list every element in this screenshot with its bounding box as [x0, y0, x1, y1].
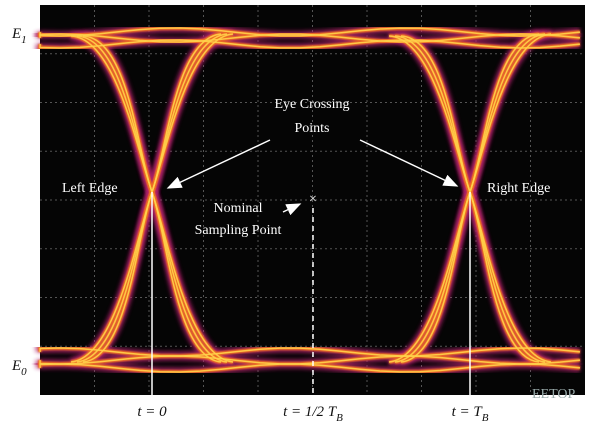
annotation: Left Edge: [62, 181, 118, 196]
time-text: t = T: [452, 404, 484, 420]
level-label: E0: [11, 358, 27, 378]
trace-core: [39, 363, 581, 373]
time-label: t = TB: [452, 404, 489, 424]
trace-core: [39, 347, 581, 357]
annotation: Right Edge: [487, 181, 550, 196]
trace-core: [39, 27, 581, 37]
annotation: Points: [294, 121, 329, 136]
annotation: Sampling Point: [195, 223, 282, 238]
level-text: E: [11, 358, 21, 374]
annotation: Eye Crossing: [274, 97, 349, 112]
time-label: t = 0: [137, 404, 167, 420]
time-text: t = 1/2 T: [283, 404, 338, 420]
trace-core: [39, 39, 581, 49]
arrow: [166, 139, 271, 189]
arrow: [359, 139, 459, 187]
level-text: E: [11, 26, 21, 42]
level-sub: 0: [21, 366, 27, 378]
watermark: EETOP: [532, 387, 576, 402]
annotation: Nominal: [214, 201, 263, 216]
trace-core: [39, 33, 581, 43]
time-sub: B: [336, 412, 343, 424]
sampling-marker: ×: [309, 192, 317, 207]
time-label: t = 1/2 TB: [283, 404, 343, 424]
time-sub: B: [482, 412, 489, 424]
arrow: [282, 203, 302, 216]
level-label: E1: [11, 26, 27, 46]
level-sub: 1: [21, 34, 27, 46]
